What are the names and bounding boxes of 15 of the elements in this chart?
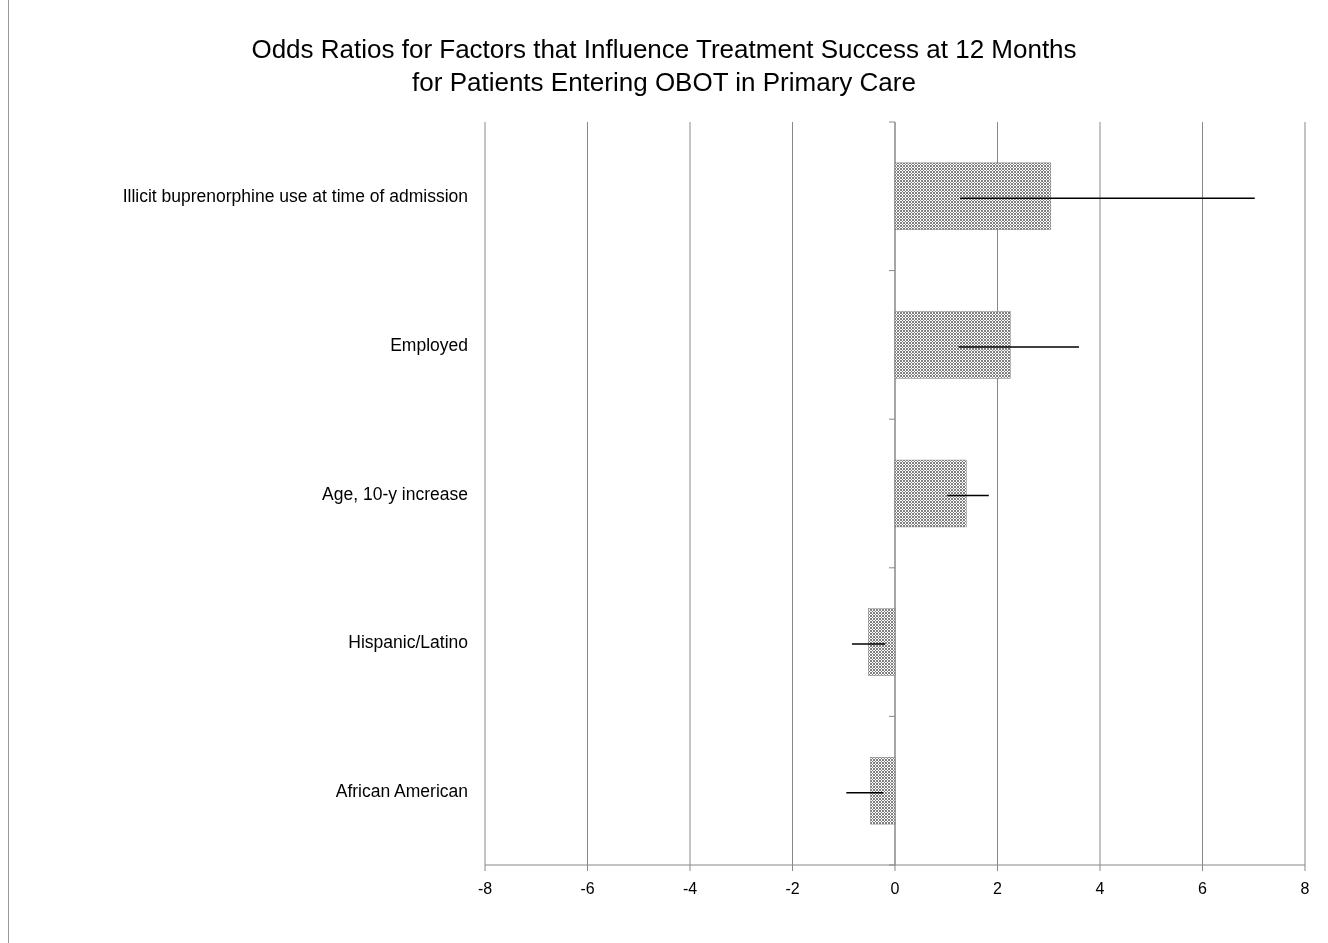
x-tick-label: -4 — [682, 880, 698, 897]
x-tick-label: -6 — [580, 880, 595, 897]
x-tick-label: 8 — [1300, 880, 1310, 897]
y-tick-label: Hispanic/Latino — [348, 632, 468, 653]
x-tick-label: 4 — [1095, 880, 1105, 897]
y-tick-label: African American — [335, 780, 468, 801]
chart-title: Odds Ratios for Factors that Influence Treatment Success at 12 Months for Patients Entering OBOT in Primary Care — [251, 34, 1077, 97]
y-tick-label: Age, 10-y increase — [322, 483, 468, 504]
x-tick-label: 0 — [890, 880, 900, 897]
x-tick-label: 6 — [1198, 880, 1208, 897]
y-tick-label: Illicit buprenorphine use at time of admission — [122, 186, 468, 207]
x-tick-label: 2 — [993, 880, 1003, 897]
y-tick-label: Employed — [390, 334, 468, 355]
x-tick-label: -2 — [785, 880, 800, 897]
x-tick-label: -8 — [477, 880, 493, 897]
